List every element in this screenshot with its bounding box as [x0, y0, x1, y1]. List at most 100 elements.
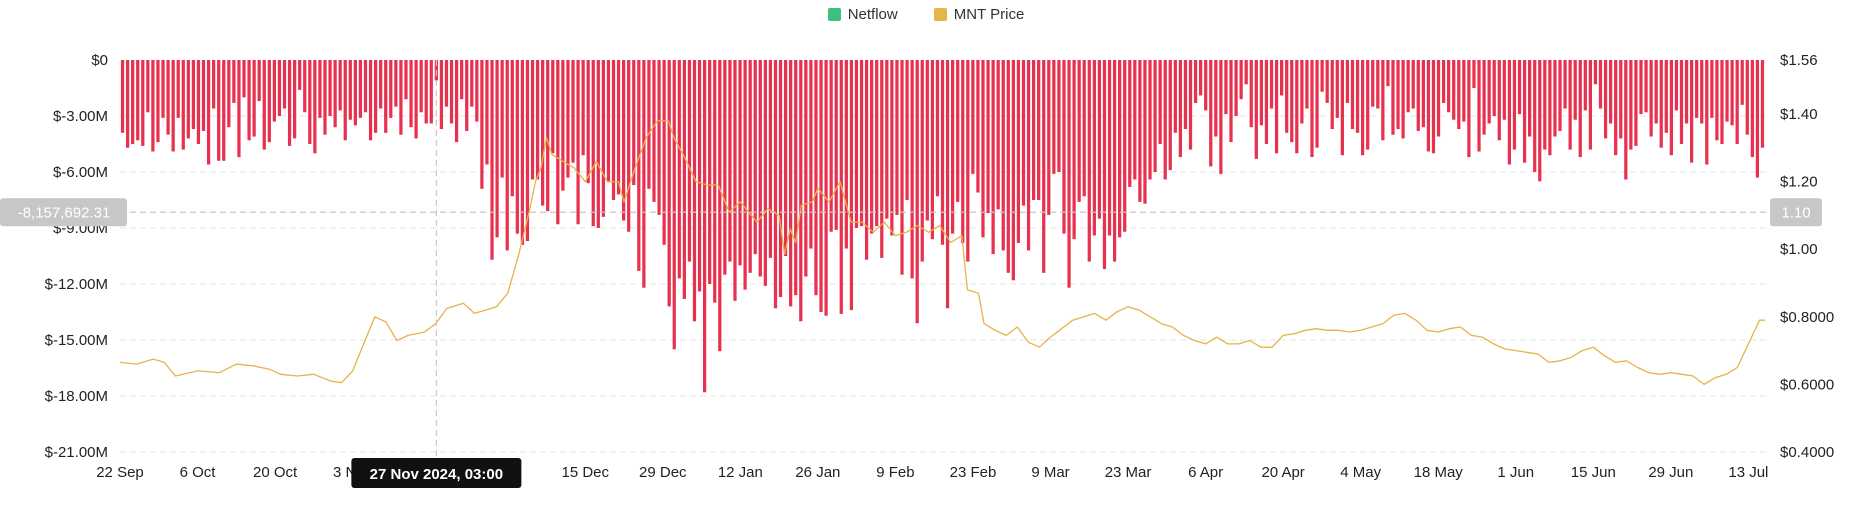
- netflow-bar: [348, 60, 352, 120]
- netflow-bar: [323, 60, 327, 135]
- netflow-bar: [1355, 60, 1360, 133]
- netflow-bar: [1568, 60, 1572, 150]
- left-tick-label: $-18.00M: [45, 388, 108, 405]
- netflow-bar: [399, 60, 403, 135]
- netflow-bar: [870, 60, 874, 234]
- netflow-bar: [1593, 60, 1598, 85]
- netflow-bar: [252, 60, 256, 137]
- netflow-bar: [576, 60, 580, 225]
- netflow-bar: [647, 60, 651, 189]
- netflow-bar: [429, 60, 433, 124]
- netflow-bar: [1578, 60, 1582, 158]
- netflow-bar: [991, 60, 995, 255]
- netflow-bar: [1290, 60, 1294, 143]
- netflow-bar: [581, 60, 585, 156]
- legend-item-netflow[interactable]: Netflow: [827, 6, 898, 23]
- netflow-bar: [1330, 60, 1334, 130]
- netflow-bar: [358, 60, 363, 118]
- netflow-bar: [1123, 60, 1127, 232]
- netflow-bar: [819, 60, 823, 312]
- netflow-bar: [1619, 60, 1623, 139]
- netflow-bar: [859, 60, 864, 227]
- netflow-bar: [1659, 60, 1663, 148]
- netflow-bar: [1522, 60, 1527, 163]
- netflow-bar: [1583, 60, 1587, 111]
- netflow-bar: [1598, 60, 1603, 109]
- netflow-bar: [1436, 60, 1441, 137]
- netflow-bar: [1153, 60, 1157, 172]
- netflow-bar: [1376, 60, 1380, 109]
- legend-item-price[interactable]: MNT Price: [933, 6, 1024, 23]
- netflow-bar: [829, 60, 833, 232]
- netflow-bar: [262, 60, 266, 150]
- netflow-bar: [1118, 60, 1122, 238]
- netflow-bar: [1634, 60, 1638, 146]
- netflow-bar: [1487, 60, 1491, 124]
- left-tick-label: $-15.00M: [45, 332, 108, 349]
- netflow-bar: [1745, 60, 1749, 135]
- netflow-bar: [976, 60, 980, 193]
- netflow-bar: [217, 60, 221, 161]
- netflow-bar: [1406, 60, 1410, 113]
- netflow-bar: [1674, 60, 1679, 111]
- netflow-bar: [849, 60, 854, 311]
- netflow-bar: [961, 60, 965, 243]
- netflow-bar: [1467, 60, 1471, 158]
- netflow-bar: [1573, 60, 1577, 120]
- netflow-bar: [1669, 60, 1673, 156]
- netflow-bar: [951, 60, 955, 234]
- netflow-bar: [799, 60, 803, 322]
- netflow-bar: [1421, 60, 1425, 128]
- netflow-bar: [809, 60, 813, 249]
- netflow-bar: [151, 60, 155, 152]
- x-tick-label: 12 Jan: [718, 464, 763, 481]
- netflow-bar: [723, 60, 727, 275]
- netflow-bar: [1679, 60, 1684, 144]
- netflow-bar: [510, 60, 514, 197]
- legend: Netflow MNT Price: [0, 6, 1852, 23]
- netflow-bar: [1558, 60, 1562, 131]
- netflow-bar: [1548, 60, 1552, 156]
- netflow-bar: [753, 60, 757, 255]
- netflow-bar: [1239, 60, 1243, 100]
- netflow-bar: [1178, 60, 1183, 158]
- netflow-bar: [1188, 60, 1193, 150]
- netflow-bar: [227, 60, 231, 128]
- netflow-bar: [505, 60, 509, 251]
- netflow-bar: [702, 60, 707, 393]
- netflow-bar: [1705, 60, 1709, 165]
- netflow-bar: [1067, 60, 1071, 288]
- netflow-bar: [495, 60, 499, 238]
- left-tick-label: $-21.00M: [45, 444, 108, 461]
- netflow-bar: [1386, 60, 1390, 87]
- netflow-bar: [1603, 60, 1608, 139]
- x-tick-label: 13 Jul: [1728, 464, 1768, 481]
- netflow-bar: [1371, 60, 1375, 107]
- netflow-bar: [1755, 60, 1760, 178]
- netflow-bar: [1163, 60, 1167, 180]
- netflow-bar: [1345, 60, 1350, 103]
- netflow-bar: [353, 60, 357, 126]
- netflow-bar: [1102, 60, 1107, 270]
- netflow-bar: [1411, 60, 1415, 109]
- netflow-bar: [313, 60, 317, 154]
- netflow-bar: [1482, 60, 1486, 135]
- netflow-bar: [1497, 60, 1501, 141]
- netflow-bar: [622, 60, 626, 221]
- netflow-bar: [1173, 60, 1177, 133]
- netflow-bar: [541, 60, 545, 206]
- netflow-bar: [384, 60, 388, 133]
- netflow-bar: [1750, 60, 1754, 158]
- netflow-bar: [303, 60, 307, 113]
- netflow-bar: [156, 60, 160, 143]
- x-tick-label: 6 Apr: [1188, 464, 1223, 481]
- crosshair-left-value: -8,157,692.31: [18, 204, 111, 221]
- netflow-bar: [915, 60, 919, 324]
- netflow-bar: [1720, 60, 1724, 144]
- netflow-bar: [373, 60, 378, 133]
- netflow-bar: [449, 60, 454, 124]
- netflow-bar: [1335, 60, 1339, 118]
- netflow-bar: [1447, 60, 1451, 113]
- netflow-bar: [444, 60, 449, 107]
